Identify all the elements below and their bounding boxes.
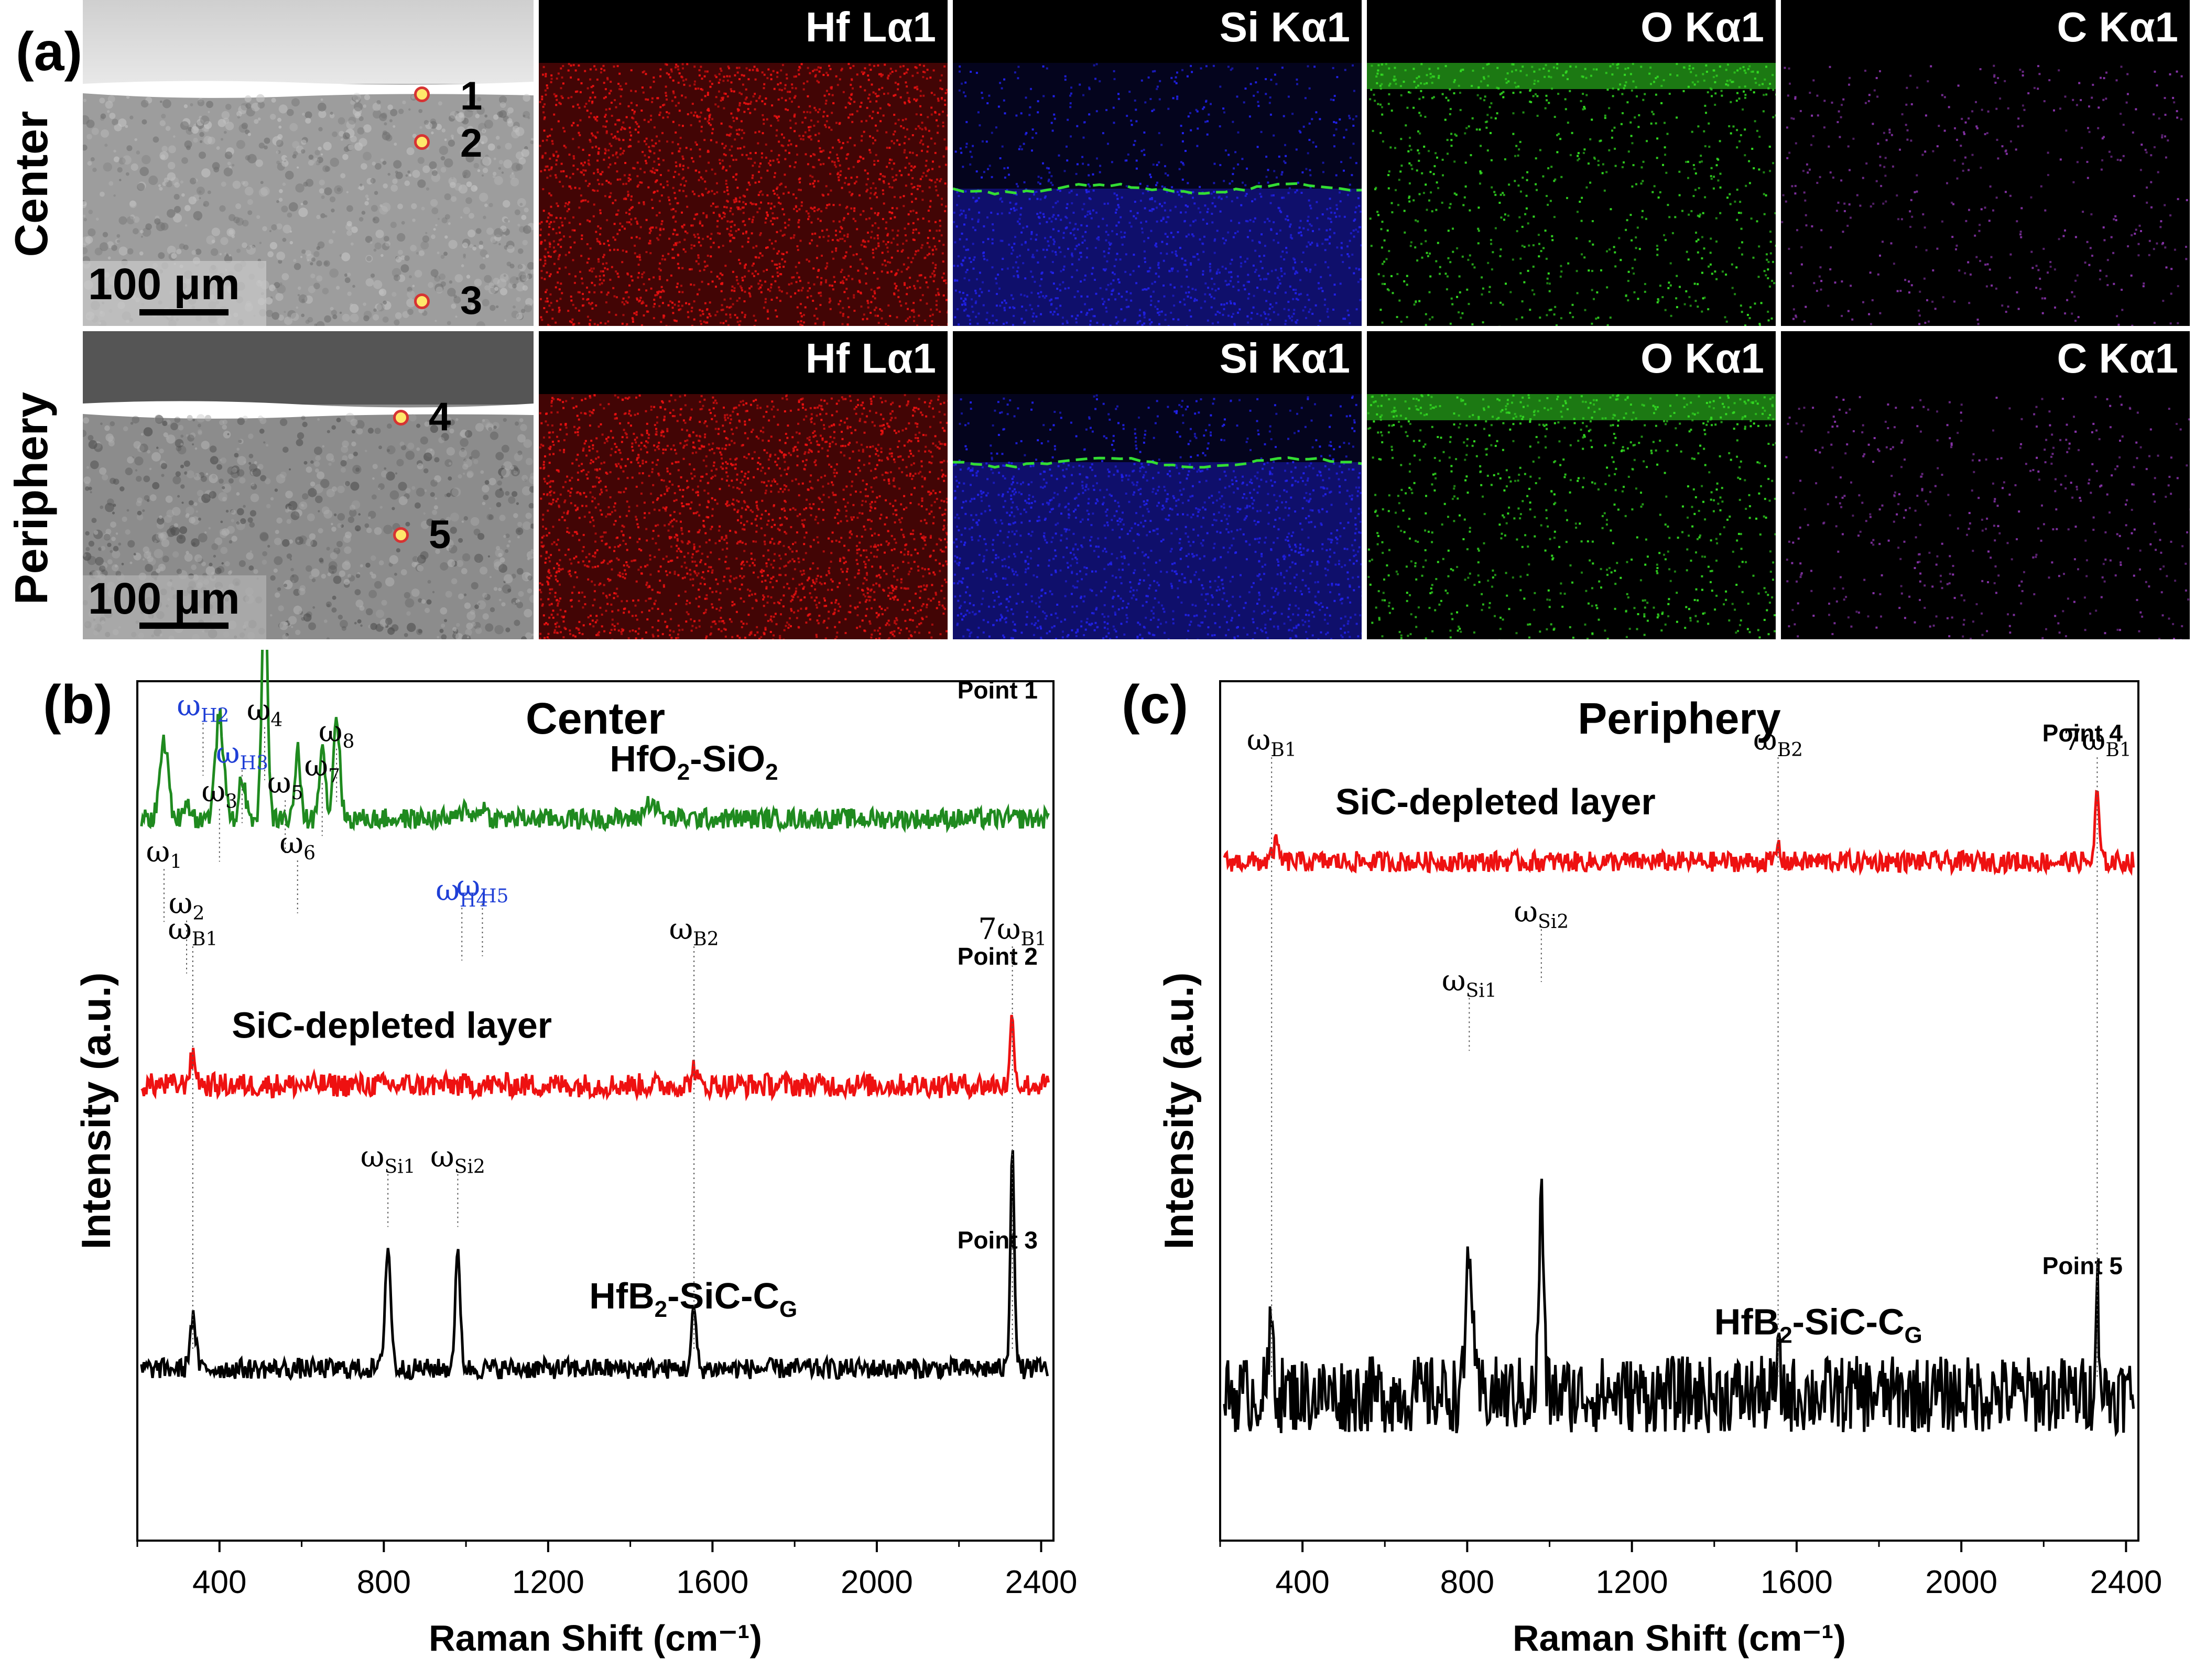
si-boundary-line <box>953 456 1362 469</box>
peak-annotation: ωB2 <box>1753 723 1803 761</box>
plot-frame <box>136 680 1055 1542</box>
peak-annotation: ωSi1 <box>1442 964 1497 1001</box>
eds-map-o-center: O Kα1 <box>1367 0 1776 326</box>
point-label: Point 3 <box>958 1226 1038 1253</box>
series-label: HfB2-SiC-CG <box>1714 1301 1922 1348</box>
eds-map-c-center: C Kα1 <box>1781 0 2190 326</box>
x-tick-label: 2000 <box>1925 1564 1997 1600</box>
eds-map-label: C Kα1 <box>2057 335 2178 381</box>
x-tick-label: 400 <box>192 1564 246 1600</box>
series-line-0 <box>1223 790 2135 877</box>
x-axis-label: Raman Shift (cm⁻¹) <box>429 1618 762 1659</box>
peak-annotation: ω3 <box>201 775 237 813</box>
point-label: Point 5 <box>2042 1252 2123 1280</box>
x-tick-label: 2400 <box>2090 1564 2162 1600</box>
row-label-center: Center <box>5 111 57 257</box>
peak-annotation: ω4 <box>247 693 283 731</box>
peak-annotation: ω6 <box>279 826 316 864</box>
peak-annotation: ω8 <box>319 715 355 752</box>
chart-title: Periphery <box>1578 694 1781 743</box>
point-marker-4 <box>393 410 409 426</box>
series-line-1 <box>140 1014 1050 1101</box>
series-label: HfO2-SiO2 <box>610 738 778 785</box>
eds-map-label: Si Kα1 <box>1219 335 1350 381</box>
si-boundary-line <box>953 182 1362 196</box>
scale-bar-center <box>139 309 229 315</box>
raman-chart-periphery: Periphery 400 800 1200 1600 2000 2400 Raman Shi… <box>1156 680 2162 1659</box>
point-marker-3 <box>414 293 430 309</box>
x-tick-label: 2000 <box>841 1564 913 1600</box>
scale-bar-label-periphery: 100 μm <box>88 574 240 623</box>
scale-bar-periphery <box>139 623 229 629</box>
peak-annotation: ω5 <box>267 766 303 804</box>
eds-map-hf-center: Hf Lα1 <box>539 0 948 326</box>
peak-annotation: ωSi1 <box>361 1140 416 1178</box>
panel-c-label: (c) <box>1122 674 1189 735</box>
sem-image-center: 1 2 3 100 μm <box>83 0 534 326</box>
series-label: HfB2-SiC-CG <box>589 1275 797 1322</box>
eds-map-o-periphery: O Kα1 <box>1367 331 1776 639</box>
x-tick-label: 1200 <box>512 1564 584 1600</box>
point-marker-1 <box>414 86 430 102</box>
sem-image-periphery: 4 5 100 μm <box>83 331 534 639</box>
peak-annotation: ωH2 <box>177 689 229 727</box>
x-tick-label: 1600 <box>676 1564 748 1600</box>
point-label-4: 4 <box>429 395 451 439</box>
chart-title: Center <box>526 694 665 743</box>
point-label-2: 2 <box>460 121 483 166</box>
x-tick-label: 1200 <box>1596 1564 1668 1600</box>
peak-annotation: ωH3 <box>216 736 268 774</box>
eds-map-si-center: Si Kα1 <box>953 0 1362 326</box>
series-label: SiC-depleted layer <box>1335 781 1656 822</box>
x-tick-label: 800 <box>1440 1564 1494 1600</box>
eds-map-hf-periphery: Hf Lα1 <box>539 331 948 639</box>
eds-map-label: O Kα1 <box>1640 4 1764 50</box>
point-label-1: 1 <box>460 74 483 118</box>
x-tick-label: 400 <box>1275 1564 1329 1600</box>
series-line-2 <box>140 1150 1049 1381</box>
plot-frame <box>1219 680 2139 1542</box>
x-tick-label: 1600 <box>1761 1564 1833 1600</box>
row-label-periphery: Periphery <box>5 392 57 605</box>
panel-a-label: (a) <box>16 21 83 82</box>
peak-annotation: ωB2 <box>669 912 719 950</box>
peak-annotation: ωH5 <box>456 869 508 907</box>
series-label: SiC-depleted layer <box>232 1005 552 1046</box>
eds-map-label: Hf Lα1 <box>805 335 936 381</box>
peak-annotation: ω2 <box>169 887 205 924</box>
eds-map-label: Si Kα1 <box>1219 4 1350 50</box>
series-line-1 <box>1223 1179 2135 1437</box>
y-axis-label: Intensity (a.u.) <box>1156 973 1202 1250</box>
peak-annotation: ωH4 <box>436 874 488 911</box>
series-line-0 <box>140 650 1050 834</box>
point-label: Point 1 <box>958 677 1038 704</box>
point-marker-5 <box>393 527 409 543</box>
eds-map-label: O Kα1 <box>1640 335 1764 381</box>
x-tick-label: 2400 <box>1005 1564 1078 1600</box>
x-tick-label: 800 <box>357 1564 411 1600</box>
peak-annotation: ωSi2 <box>430 1140 485 1178</box>
scale-bar-label-center: 100 μm <box>88 259 240 309</box>
point-label-5: 5 <box>429 512 451 557</box>
point-label-3: 3 <box>460 278 483 323</box>
eds-map-si-periphery: Si Kα1 <box>953 331 1362 639</box>
peak-annotation: ωB1 <box>1247 723 1297 761</box>
peak-annotation: 7ωB1 <box>978 912 1047 950</box>
point-marker-2 <box>414 134 430 150</box>
eds-map-label: Hf Lα1 <box>805 4 936 50</box>
peak-annotation: ωB1 <box>168 912 218 950</box>
eds-map-label: C Kα1 <box>2057 4 2178 50</box>
peak-annotation: ω1 <box>146 835 182 872</box>
peak-annotation: ωSi2 <box>1514 895 1569 933</box>
point-label: Point 2 <box>958 943 1038 970</box>
raman-chart-center: Center 400 800 1200 1600 2000 2400 Raman Shift … <box>73 650 1078 1659</box>
x-axis-label: Raman Shift (cm⁻¹) <box>1513 1618 1846 1659</box>
peak-annotation: 7ωB1 <box>2063 723 2132 761</box>
panel-b-label: (b) <box>43 674 113 735</box>
point-label: Point 4 <box>2042 719 2123 747</box>
eds-map-c-periphery: C Kα1 <box>1781 331 2190 639</box>
y-axis-label: Intensity (a.u.) <box>73 973 119 1250</box>
peak-annotation: ω7 <box>304 749 340 787</box>
